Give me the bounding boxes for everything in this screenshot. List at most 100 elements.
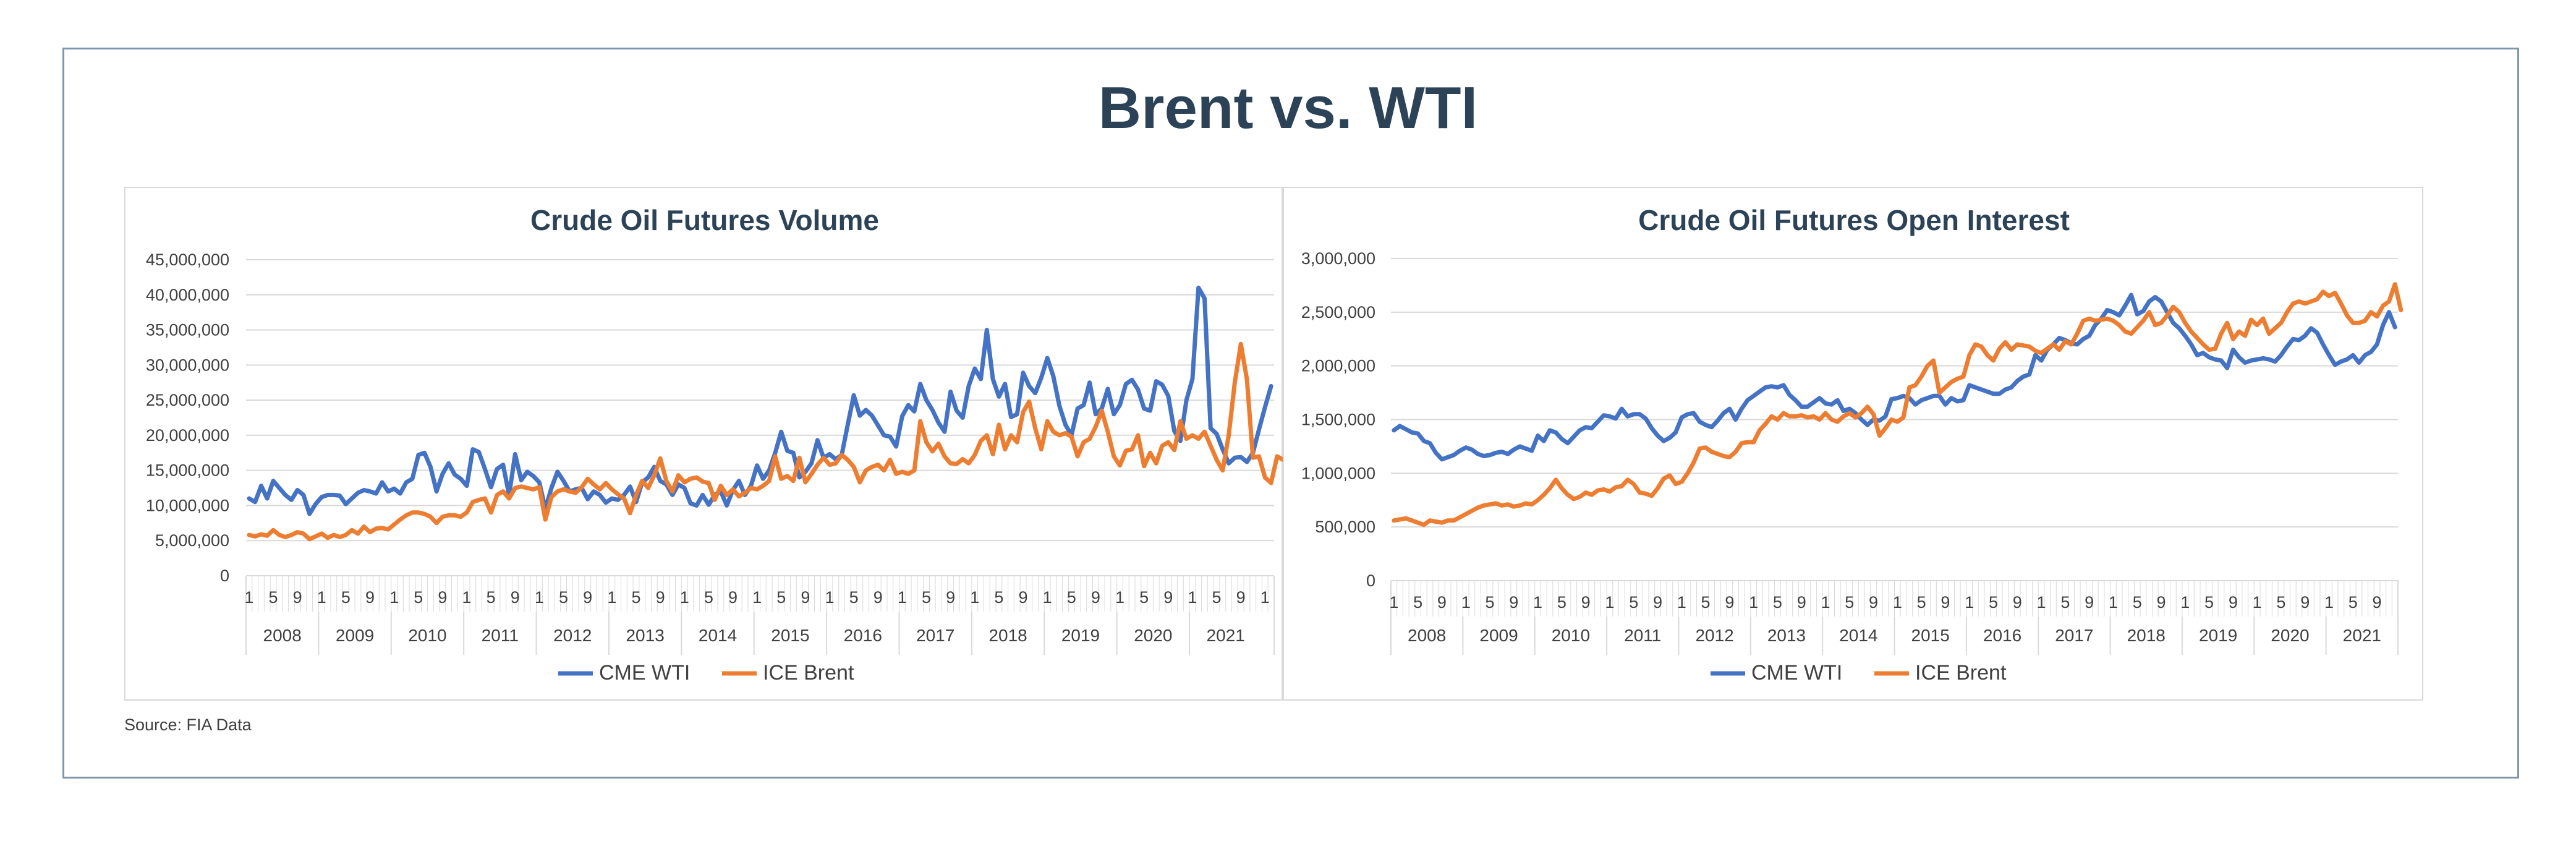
month-tick-label: 5 [631, 588, 640, 607]
month-tick-label: 1 [1533, 593, 1542, 612]
year-label: 2015 [771, 626, 809, 645]
month-tick-label: 5 [1212, 588, 1222, 607]
y-tick-label: 500,000 [1315, 518, 1375, 536]
month-tick-label: 5 [2349, 593, 2358, 612]
month-tick-label: 9 [2229, 593, 2238, 612]
year-label: 2011 [482, 626, 519, 645]
month-tick-label: 9 [1653, 593, 1662, 612]
month-tick-label: 5 [1139, 588, 1149, 607]
series-line-ice-brent [1392, 282, 2404, 527]
month-tick-label: 1 [1677, 593, 1686, 612]
month-tick-label: 5 [269, 588, 278, 607]
year-label: 2016 [844, 626, 882, 645]
year-label: 2020 [1134, 626, 1172, 645]
month-tick-label: 5 [704, 588, 713, 607]
year-label: 2018 [988, 626, 1027, 645]
month-tick-label: 1 [680, 588, 689, 607]
y-tick-label: 1,000,000 [1301, 464, 1375, 482]
month-tick-label: 9 [1941, 593, 1950, 612]
y-tick-label: 15,000,000 [146, 461, 229, 480]
year-label: 2010 [1552, 626, 1590, 645]
month-tick-label: 9 [801, 588, 810, 607]
month-tick-label: 1 [607, 588, 616, 607]
year-label: 2016 [1983, 626, 2021, 645]
source-note: Source: FIA Data [124, 715, 252, 734]
month-tick-label: 9 [2300, 593, 2310, 612]
volume-chart: Crude Oil Futures Volume 0 5,000,000 10,000… [146, 204, 1284, 685]
month-tick-label: 1 [898, 588, 907, 607]
month-tick-label: 9 [365, 588, 375, 607]
month-tick-label: 5 [1067, 588, 1076, 607]
y-tick-label: 30,000,000 [146, 356, 229, 374]
year-label: 2019 [1061, 626, 1100, 645]
month-tick-label: 9 [1163, 588, 1173, 607]
year-label: 2012 [553, 626, 592, 645]
year-label: 2020 [2271, 626, 2309, 645]
year-label: 2021 [2343, 626, 2381, 645]
month-tick-label: 1 [2324, 593, 2334, 612]
chart-title: Crude Oil Futures Open Interest [1638, 204, 2070, 236]
year-label: 2021 [1207, 626, 1245, 645]
series-line-cme-wti [1392, 292, 2397, 462]
month-tick-label: 1 [2037, 593, 2046, 612]
month-tick-label: 9 [946, 588, 955, 607]
y-tick-label: 0 [1366, 571, 1375, 590]
month-tick-label: 1 [752, 588, 762, 607]
year-label: 2009 [336, 626, 374, 645]
y-tick-label: 1,500,000 [1301, 411, 1375, 429]
month-tick-label: 5 [922, 588, 931, 607]
month-tick-label: 1 [535, 588, 544, 607]
legend-label: ICE Brent [1915, 661, 2007, 685]
month-tick-label: 5 [1845, 593, 1854, 612]
month-tick-label: 9 [874, 588, 883, 607]
y-tick-label: 25,000,000 [146, 391, 229, 409]
month-tick-label: 1 [825, 588, 834, 607]
year-label: 2012 [1695, 626, 1733, 645]
month-tick-label: 5 [2204, 593, 2214, 612]
year-label: 2008 [1408, 626, 1446, 645]
month-tick-label: 9 [1019, 588, 1028, 607]
year-label: 2008 [263, 626, 302, 645]
month-tick-label: 1 [1821, 593, 1830, 612]
month-tick-label: 9 [1581, 593, 1591, 612]
month-tick-label: 1 [244, 588, 253, 607]
month-tick-label: 5 [1629, 593, 1638, 612]
month-tick-label: 5 [1485, 593, 1494, 612]
month-tick-label: 9 [728, 588, 738, 607]
month-tick-label: 1 [462, 588, 472, 607]
month-tick-label: 5 [849, 588, 859, 607]
month-tick-label: 9 [2156, 593, 2166, 612]
month-tick-label: 1 [2180, 593, 2190, 612]
month-tick-label: 5 [2276, 593, 2285, 612]
month-tick-label: 1 [1965, 593, 1974, 612]
month-tick-label: 5 [1557, 593, 1566, 612]
month-tick-label: 9 [438, 588, 447, 607]
page-title: Brent vs. WTI [1098, 75, 1478, 141]
month-tick-label: 5 [776, 588, 786, 607]
y-tick-label: 45,000,000 [146, 250, 229, 269]
year-label: 2013 [1767, 626, 1806, 645]
series-line-cme-wti [247, 285, 1273, 516]
open-interest-chart-panel: Crude Oil Futures Open Interest 0 500,000 1… [1283, 187, 2423, 701]
month-tick-label: 5 [1989, 593, 1998, 612]
month-tick-label: 1 [1749, 593, 1758, 612]
year-label: 2013 [626, 626, 664, 645]
month-tick-label: 9 [1236, 588, 1246, 607]
month-tick-label: 1 [2253, 593, 2262, 612]
month-tick-label: 1 [970, 588, 979, 607]
month-tick-label: 5 [1413, 593, 1422, 612]
year-label: 2010 [408, 626, 446, 645]
year-label: 2017 [2055, 626, 2093, 645]
month-tick-label: 9 [1437, 593, 1447, 612]
year-label: 2015 [1911, 626, 1950, 645]
month-tick-label: 1 [1260, 588, 1270, 607]
figure-frame [62, 48, 2519, 779]
month-tick-label: 9 [1797, 593, 1806, 612]
month-tick-label: 1 [1389, 593, 1398, 612]
legend-label: CME WTI [1751, 661, 1842, 685]
month-tick-label: 1 [1893, 593, 1902, 612]
year-label: 2011 [1624, 626, 1661, 645]
year-label: 2009 [1479, 626, 1518, 645]
month-tick-label: 5 [559, 588, 568, 607]
month-tick-label: 9 [583, 588, 592, 607]
